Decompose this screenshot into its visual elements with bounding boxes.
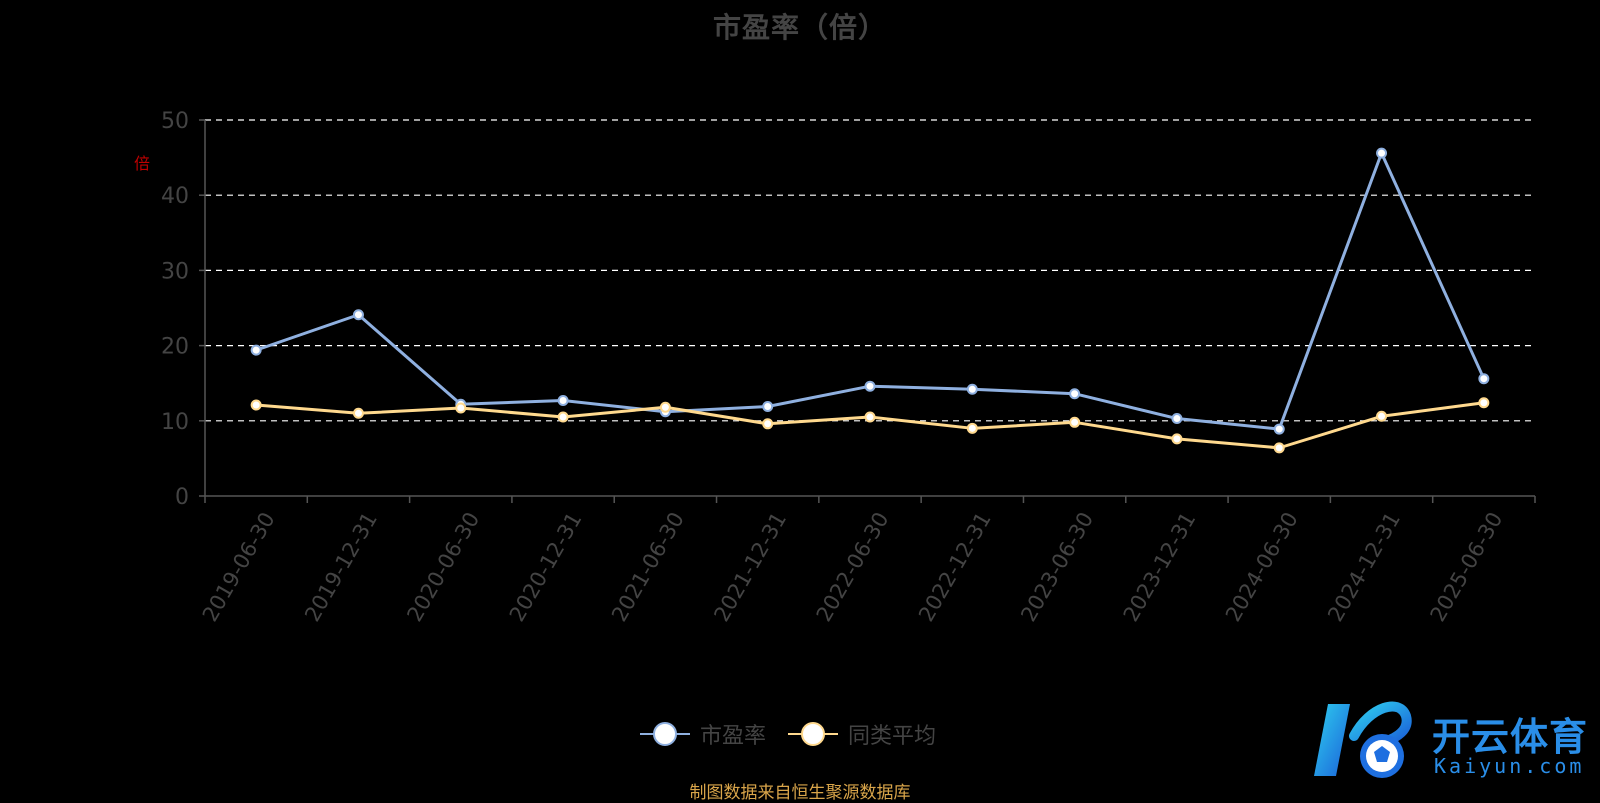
y-tick-label: 0 <box>175 485 189 510</box>
legend-item-avg[interactable]: 同类平均 <box>788 718 936 750</box>
x-tick-label: 2024-06-30 <box>1221 508 1303 626</box>
x-tick-label: 2021-06-30 <box>607 508 689 626</box>
legend-item-pe[interactable]: 市盈率 <box>640 718 766 750</box>
y-unit-label: 倍 <box>134 154 151 173</box>
logo-text-en: Kaiyun.com <box>1434 754 1585 778</box>
data-point-1 <box>1273 442 1285 454</box>
data-point-0 <box>1376 147 1388 159</box>
data-point-0 <box>352 309 364 321</box>
data-point-1 <box>1171 433 1183 445</box>
legend-swatch-avg <box>788 722 839 746</box>
legend-label-pe: 市盈率 <box>700 724 767 749</box>
x-tick-label: 2020-06-30 <box>402 508 484 626</box>
y-tick-label: 20 <box>161 335 189 360</box>
source-note: 制图数据来自恒生聚源数据库 <box>689 783 911 803</box>
x-tick-label: 2023-06-30 <box>1016 508 1098 626</box>
series-line-1 <box>256 401 1485 450</box>
x-tick-label: 2024-12-31 <box>1323 508 1405 626</box>
data-point-1 <box>1069 416 1081 428</box>
data-point-0 <box>966 383 978 395</box>
data-point-1 <box>864 411 876 423</box>
data-point-0 <box>864 380 876 392</box>
line-chart: 0 10 20 30 40 50 2019-06-30 2019-12-31 2020-06-3… <box>161 109 1536 626</box>
y-tick-label: 40 <box>161 184 189 209</box>
data-point-1 <box>352 407 364 419</box>
logo-text-cn: 开云体育 <box>1432 715 1589 759</box>
x-tick-label: 2022-12-31 <box>914 508 996 626</box>
data-point-0 <box>250 344 262 356</box>
x-tick-label: 2023-12-31 <box>1119 508 1201 626</box>
data-point-0 <box>762 401 774 413</box>
data-point-1 <box>250 399 262 411</box>
data-point-1 <box>762 418 774 430</box>
data-point-1 <box>1376 410 1388 422</box>
data-point-1 <box>455 402 467 414</box>
x-tick-label: 2019-06-30 <box>198 508 280 626</box>
y-tick-label: 50 <box>161 109 189 134</box>
x-tick-label: 2021-12-31 <box>709 508 791 626</box>
data-point-1 <box>1478 397 1490 409</box>
chart-title: 市盈率（倍） <box>712 11 887 44</box>
data-point-0 <box>1171 413 1183 425</box>
data-point-0 <box>1273 423 1285 435</box>
data-point-1 <box>557 411 569 423</box>
x-tick-label: 2020-12-31 <box>505 508 587 626</box>
data-point-0 <box>557 394 569 406</box>
data-point-0 <box>1478 373 1490 385</box>
legend-swatch-pe <box>640 722 690 746</box>
data-point-1 <box>659 401 671 413</box>
legend: 市盈率 同类平均 <box>640 718 936 750</box>
x-tick-label: 2022-06-30 <box>812 508 894 626</box>
data-point-1 <box>966 422 978 434</box>
x-tick-label: 2025-06-30 <box>1426 508 1508 626</box>
data-point-0 <box>1069 388 1081 400</box>
legend-label-avg: 同类平均 <box>848 724 937 749</box>
y-tick-label: 10 <box>161 410 189 435</box>
y-tick-label: 30 <box>161 259 189 284</box>
kaiyun-logo-icon <box>1314 701 1412 778</box>
x-tick-label: 2019-12-31 <box>300 508 382 626</box>
